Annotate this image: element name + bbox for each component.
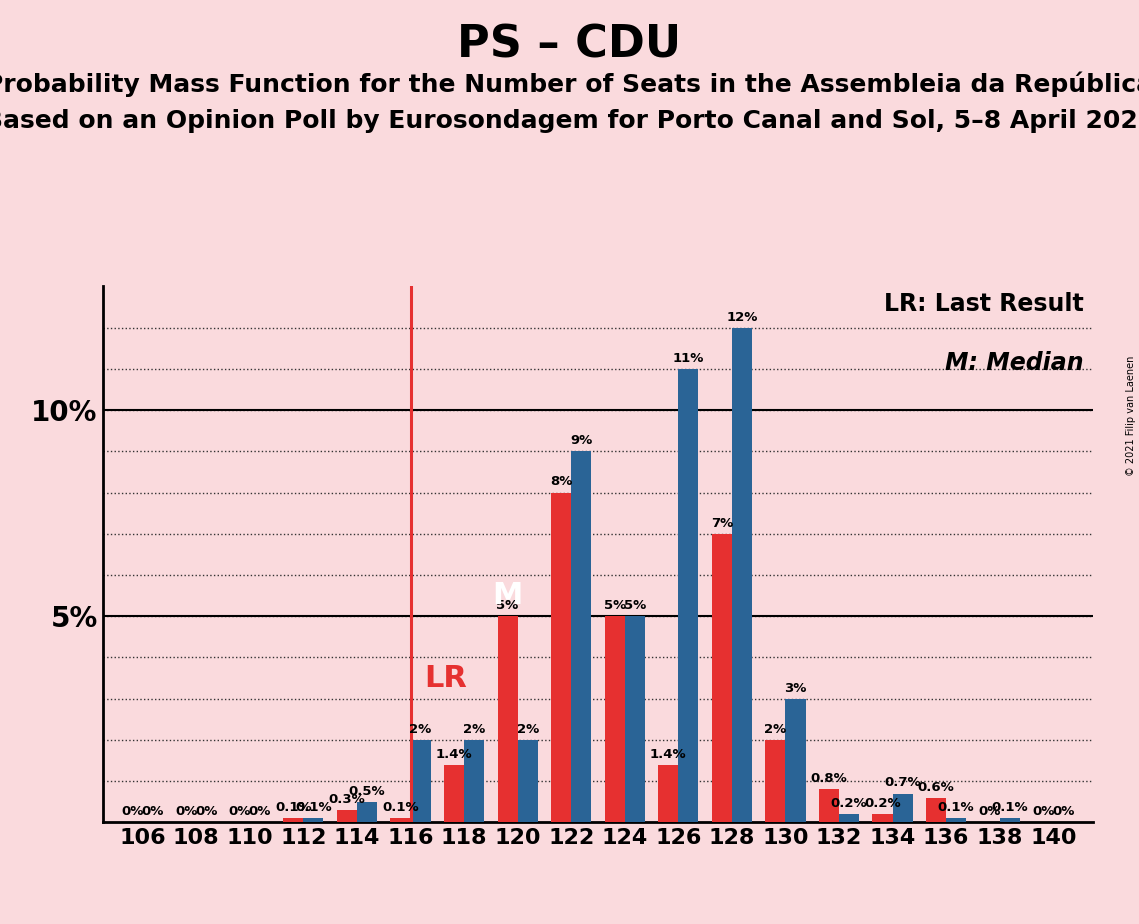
Bar xyxy=(357,802,377,822)
Text: 3%: 3% xyxy=(785,682,806,695)
Bar xyxy=(679,369,698,822)
Text: 0.1%: 0.1% xyxy=(937,801,975,814)
Text: 2%: 2% xyxy=(462,723,485,736)
Text: 0%: 0% xyxy=(1032,805,1055,819)
Text: © 2021 Filip van Laenen: © 2021 Filip van Laenen xyxy=(1125,356,1136,476)
Text: 5%: 5% xyxy=(497,599,518,612)
Text: 0%: 0% xyxy=(195,805,218,819)
Bar xyxy=(732,328,752,822)
Text: 2%: 2% xyxy=(409,723,432,736)
Bar xyxy=(571,451,591,822)
Text: 0.7%: 0.7% xyxy=(884,776,921,789)
Text: 0.1%: 0.1% xyxy=(383,801,419,814)
Text: LR: Last Result: LR: Last Result xyxy=(884,292,1083,316)
Bar xyxy=(786,699,805,822)
Bar xyxy=(926,797,947,822)
Bar xyxy=(284,819,303,822)
Text: 0%: 0% xyxy=(141,805,164,819)
Text: 0%: 0% xyxy=(229,805,251,819)
Bar xyxy=(517,740,538,822)
Text: M: M xyxy=(492,581,523,610)
Text: 9%: 9% xyxy=(571,434,592,447)
Text: 1.4%: 1.4% xyxy=(436,748,473,760)
Bar xyxy=(947,819,966,822)
Text: 0.1%: 0.1% xyxy=(295,801,331,814)
Text: 2%: 2% xyxy=(764,723,787,736)
Bar xyxy=(819,789,839,822)
Bar xyxy=(765,740,786,822)
Text: 0.2%: 0.2% xyxy=(865,797,901,810)
Text: 2%: 2% xyxy=(517,723,539,736)
Bar xyxy=(658,765,679,822)
Text: 0.3%: 0.3% xyxy=(328,793,366,806)
Text: 1.4%: 1.4% xyxy=(650,748,687,760)
Text: Probability Mass Function for the Number of Seats in the Assembleia da República: Probability Mass Function for the Number… xyxy=(0,71,1139,97)
Text: 0.1%: 0.1% xyxy=(991,801,1029,814)
Text: 12%: 12% xyxy=(727,310,757,323)
Bar xyxy=(605,616,625,822)
Text: 0%: 0% xyxy=(122,805,144,819)
Bar xyxy=(839,814,859,822)
Text: 11%: 11% xyxy=(673,352,704,365)
Text: 5%: 5% xyxy=(624,599,646,612)
Bar xyxy=(872,814,893,822)
Text: 0.6%: 0.6% xyxy=(918,781,954,794)
Text: LR: LR xyxy=(424,663,467,693)
Bar xyxy=(464,740,484,822)
Text: 0%: 0% xyxy=(1052,805,1074,819)
Text: 0%: 0% xyxy=(978,805,1001,819)
Bar xyxy=(337,810,357,822)
Bar xyxy=(893,794,912,822)
Bar xyxy=(444,765,464,822)
Text: 0%: 0% xyxy=(248,805,271,819)
Text: 0%: 0% xyxy=(175,805,197,819)
Text: 0.8%: 0.8% xyxy=(811,772,847,785)
Bar xyxy=(391,819,410,822)
Text: Based on an Opinion Poll by Eurosondagem for Porto Canal and Sol, 5–8 April 2021: Based on an Opinion Poll by Eurosondagem… xyxy=(0,109,1139,133)
Bar xyxy=(625,616,645,822)
Text: 5%: 5% xyxy=(604,599,625,612)
Bar xyxy=(1000,819,1019,822)
Text: 7%: 7% xyxy=(711,517,734,529)
Bar xyxy=(410,740,431,822)
Text: PS – CDU: PS – CDU xyxy=(458,23,681,67)
Text: 0.1%: 0.1% xyxy=(274,801,312,814)
Bar xyxy=(498,616,517,822)
Text: 8%: 8% xyxy=(550,476,572,489)
Text: 0.2%: 0.2% xyxy=(830,797,868,810)
Text: 0.5%: 0.5% xyxy=(349,784,385,797)
Text: M: Median: M: Median xyxy=(945,351,1083,375)
Bar xyxy=(712,534,732,822)
Bar xyxy=(303,819,323,822)
Bar xyxy=(551,492,571,822)
